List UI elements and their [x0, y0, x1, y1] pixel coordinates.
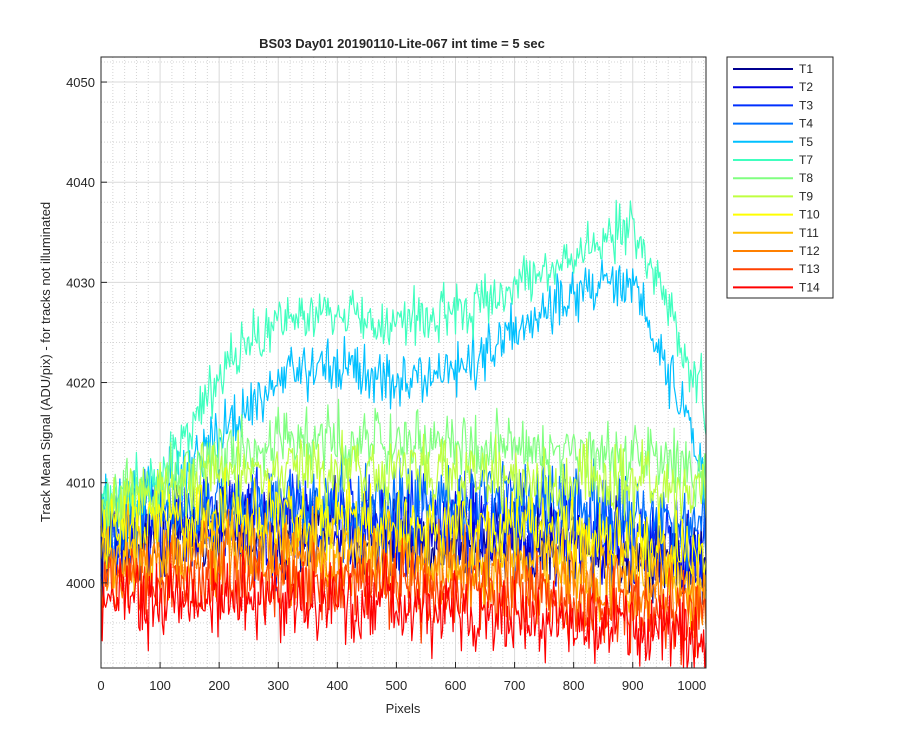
y-tick-label: 4000 — [66, 576, 95, 591]
axes-box — [100, 56, 707, 669]
x-tick-label: 0 — [97, 678, 104, 693]
y-tick-label: 4040 — [66, 175, 95, 190]
legend-label-t3: T3 — [799, 98, 813, 112]
x-tick-label: 400 — [326, 678, 348, 693]
series-line-t7 — [100, 199, 707, 528]
legend-label-t10: T10 — [799, 208, 820, 222]
legend-label-t9: T9 — [799, 189, 813, 203]
legend-label-t11: T11 — [799, 226, 819, 240]
legend-label-t2: T2 — [799, 80, 813, 94]
x-tick-label: 600 — [445, 678, 467, 693]
series-line-t8 — [100, 398, 707, 531]
x-tick-label: 500 — [386, 678, 408, 693]
series-line-t10 — [100, 467, 707, 595]
y-tick-label: 4030 — [66, 275, 95, 290]
x-tick-label: 200 — [208, 678, 230, 693]
x-tick-label: 900 — [622, 678, 644, 693]
axis-ticks: 4000 4010 4020 4030 4040 4050 0 100 200 300 400 500… — [66, 75, 706, 693]
legend-label-t12: T12 — [799, 244, 820, 258]
x-axis-label: Pixels — [386, 701, 421, 716]
legend-label-t1: T1 — [799, 62, 813, 76]
legend-label-t5: T5 — [799, 135, 813, 149]
x-tick-label: 1000 — [677, 678, 706, 693]
series-line-t9 — [100, 429, 707, 539]
grid — [100, 57, 706, 668]
x-tick-label: 100 — [149, 678, 171, 693]
y-tick-label: 4020 — [66, 376, 95, 391]
legend: T1 T2 T3 T4 T5 T7 T8 T9 T10 T11 T12 T13 T14 — [726, 56, 834, 299]
x-tick-label: 700 — [504, 678, 526, 693]
legend-label-t7: T7 — [799, 153, 813, 167]
chart-title: BS03 Day01 20190110-Lite-067 int time = … — [259, 36, 545, 51]
legend-label-t13: T13 — [799, 262, 820, 276]
legend-label-t14: T14 — [799, 280, 820, 294]
x-tick-label: 300 — [267, 678, 289, 693]
y-tick-label: 4010 — [66, 476, 95, 491]
legend-label-t8: T8 — [799, 171, 813, 185]
y-axis-label: Track Mean Signal (ADU/pix) - for tracks… — [38, 202, 53, 522]
series-line-t5 — [100, 259, 707, 530]
y-tick-label: 4050 — [66, 75, 95, 90]
series-line-t14 — [100, 549, 707, 669]
series-group — [100, 199, 707, 669]
x-tick-label: 800 — [563, 678, 585, 693]
legend-label-t4: T4 — [799, 117, 813, 131]
